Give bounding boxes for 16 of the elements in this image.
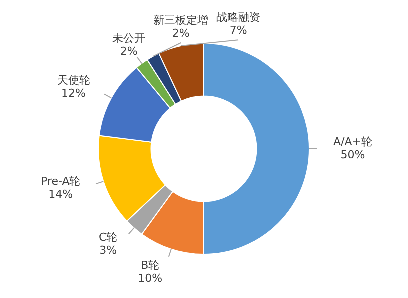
slice-label: B轮: [141, 259, 160, 272]
data-label: 10%: [138, 272, 163, 285]
data-label: 12%: [62, 86, 86, 100]
slice-label: 未公开: [112, 32, 146, 46]
slice-label: C轮: [99, 231, 118, 244]
slice-label: 新三板定增: [154, 14, 209, 27]
data-label: 3%: [100, 244, 118, 257]
data-label: 7%: [230, 24, 248, 37]
data-label: 2%: [172, 26, 190, 40]
slice-label: 战略融资: [216, 10, 261, 24]
slice-label: Pre-A轮: [40, 174, 81, 188]
data-label: 50%: [340, 148, 366, 162]
slice-label: A/A+轮: [333, 135, 372, 148]
slice-label: 天使轮: [57, 74, 90, 87]
data-label: 14%: [48, 188, 74, 201]
data-label: 2%: [120, 45, 138, 58]
